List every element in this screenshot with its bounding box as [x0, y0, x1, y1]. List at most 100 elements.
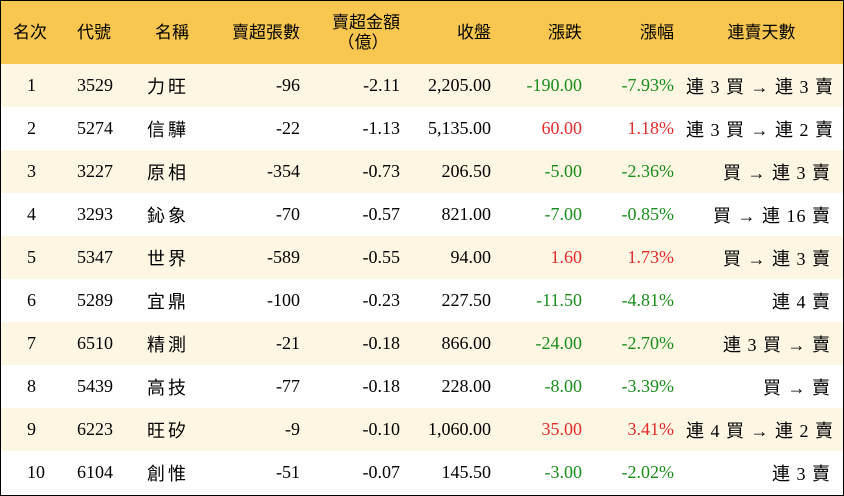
table-row: 6 5289 宜鼎 -100 -0.23 227.50 -11.50 -4.81% 連 4 賣 — [1, 279, 843, 322]
header-row: 名次 代號 名稱 賣超張數 賣超金額 （億） 收盤 漲跌 漲幅 連賣天數 — [1, 1, 843, 64]
cell-rank: 1 — [27, 75, 36, 95]
cell-rank: 7 — [27, 333, 36, 353]
cell-net-sell-lots: -70 — [276, 204, 300, 224]
table-body: 1 3529 力旺 -96 -2.11 2,205.00 -190.00 -7.93% 連 3 … — [1, 64, 843, 494]
cell-name: 信驊 — [147, 119, 189, 140]
cell-net-sell-amount: -0.57 — [362, 204, 401, 224]
cell-close: 821.00 — [441, 204, 492, 224]
cell-net-sell-lots: -354 — [267, 161, 300, 181]
cell-streak: 連 3 買 → 連 3 賣 — [686, 76, 834, 97]
cell-net-sell-amount: -0.18 — [362, 333, 401, 353]
cell-net-sell-lots: -21 — [276, 333, 300, 353]
cell-close: 228.00 — [441, 376, 492, 396]
cell-net-sell-amount: -0.07 — [362, 462, 401, 482]
cell-name: 力旺 — [147, 76, 189, 97]
header-streak: 連賣天數 — [727, 22, 796, 42]
cell-close: 866.00 — [441, 333, 492, 353]
header-change: 漲跌 — [548, 22, 582, 42]
table-row: 2 5274 信驊 -22 -1.13 5,135.00 60.00 1.18% 連 3 買 →… — [1, 107, 843, 150]
cell-change-pct: 3.41% — [627, 419, 675, 439]
cell-streak: 連 3 買 → 賣 — [723, 334, 831, 355]
cell-change-pct: -4.81% — [621, 290, 675, 310]
table-header: 名次 代號 名稱 賣超張數 賣超金額 （億） 收盤 漲跌 漲幅 連賣天數 — [1, 1, 843, 64]
table-row: 7 6510 精測 -21 -0.18 866.00 -24.00 -2.70% 連 3 買 →… — [1, 322, 843, 365]
cell-net-sell-amount: -2.11 — [363, 75, 400, 95]
header-close: 收盤 — [457, 22, 491, 42]
cell-code: 5347 — [77, 247, 113, 267]
cell-rank: 5 — [27, 247, 36, 267]
cell-net-sell-amount: -1.13 — [362, 118, 401, 138]
cell-close: 1,060.00 — [428, 419, 491, 439]
cell-change-pct: -0.85% — [621, 204, 675, 224]
cell-change: 1.60 — [550, 247, 583, 267]
cell-close: 227.50 — [441, 290, 492, 310]
cell-rank: 10 — [27, 462, 45, 482]
cell-name: 鈊象 — [147, 205, 189, 226]
cell-change: -24.00 — [535, 333, 583, 353]
cell-net-sell-lots: -77 — [276, 376, 300, 396]
cell-close: 94.00 — [450, 247, 492, 267]
cell-code: 5274 — [77, 118, 113, 138]
cell-name: 高技 — [147, 377, 189, 398]
table-row: 1 3529 力旺 -96 -2.11 2,205.00 -190.00 -7.93% 連 3 … — [1, 64, 843, 107]
cell-streak: 連 4 買 → 連 2 賣 — [686, 420, 834, 441]
header-net-sell-amount: 賣超金額 （億） — [306, 1, 406, 64]
cell-change-pct: -3.39% — [621, 376, 675, 396]
cell-change: -190.00 — [526, 75, 583, 95]
cell-net-sell-amount: -0.73 — [362, 161, 401, 181]
cell-code: 3227 — [77, 161, 113, 181]
cell-net-sell-lots: -22 — [276, 118, 300, 138]
cell-code: 5289 — [77, 290, 113, 310]
cell-close: 5,135.00 — [428, 118, 491, 138]
cell-close: 2,205.00 — [428, 75, 491, 95]
cell-streak: 買 → 賣 — [763, 377, 831, 398]
cell-streak: 連 3 買 → 連 2 賣 — [686, 119, 834, 140]
header-net-sell-lots: 賣超張數 — [232, 22, 300, 42]
header-net-sell-amount-line2: （億） — [337, 32, 389, 52]
cell-rank: 6 — [27, 290, 36, 310]
header-rank: 名次 — [13, 22, 47, 42]
cell-net-sell-lots: -96 — [276, 75, 300, 95]
cell-change: 60.00 — [541, 118, 583, 138]
cell-net-sell-amount: -0.23 — [362, 290, 401, 310]
cell-net-sell-lots: -51 — [276, 462, 300, 482]
cell-close: 206.50 — [441, 161, 492, 181]
header-net-sell-amount-line1: 賣超金額 — [332, 12, 400, 32]
cell-code: 5439 — [77, 376, 113, 396]
cell-name: 宜鼎 — [147, 291, 189, 312]
cell-code: 6223 — [77, 419, 113, 439]
cell-name: 原相 — [147, 162, 189, 183]
cell-streak: 買 → 連 3 賣 — [723, 162, 831, 183]
cell-rank: 4 — [27, 204, 36, 224]
cell-net-sell-lots: -100 — [267, 290, 300, 310]
table-row: 3 3227 原相 -354 -0.73 206.50 -5.00 -2.36% 買 → 連 3… — [1, 150, 843, 193]
header-code: 代號 — [77, 22, 111, 42]
table-row: 9 6223 旺矽 -9 -0.10 1,060.00 35.00 3.41% 連 4 買 → … — [1, 408, 843, 451]
cell-name: 旺矽 — [147, 420, 189, 441]
cell-streak: 連 3 賣 — [772, 463, 831, 484]
cell-net-sell-amount: -0.55 — [362, 247, 401, 267]
cell-name: 世界 — [147, 248, 189, 269]
cell-change-pct: -2.36% — [621, 161, 675, 181]
cell-name: 創惟 — [147, 463, 189, 484]
header-change-pct: 漲幅 — [640, 22, 674, 42]
cell-net-sell-amount: -0.18 — [362, 376, 401, 396]
table-row: 8 5439 高技 -77 -0.18 228.00 -8.00 -3.39% 買 → 賣 — [1, 365, 843, 408]
cell-name: 精測 — [147, 334, 189, 355]
cell-code: 6104 — [77, 462, 113, 482]
cell-net-sell-lots: -589 — [267, 247, 300, 267]
cell-streak: 買 → 連 16 賣 — [713, 205, 831, 226]
header-name: 名稱 — [155, 22, 189, 42]
cell-change: -8.00 — [544, 376, 583, 396]
cell-code: 6510 — [77, 333, 113, 353]
cell-change-pct: -2.02% — [621, 462, 675, 482]
cell-streak: 連 4 賣 — [772, 291, 831, 312]
cell-change: -5.00 — [544, 161, 583, 181]
cell-code: 3293 — [77, 204, 113, 224]
cell-change: -11.50 — [536, 290, 582, 310]
table-row: 10 6104 創惟 -51 -0.07 145.50 -3.00 -2.02% 連 3 賣 — [1, 451, 843, 494]
cell-rank: 3 — [27, 161, 36, 181]
cell-change-pct: -2.70% — [621, 333, 675, 353]
